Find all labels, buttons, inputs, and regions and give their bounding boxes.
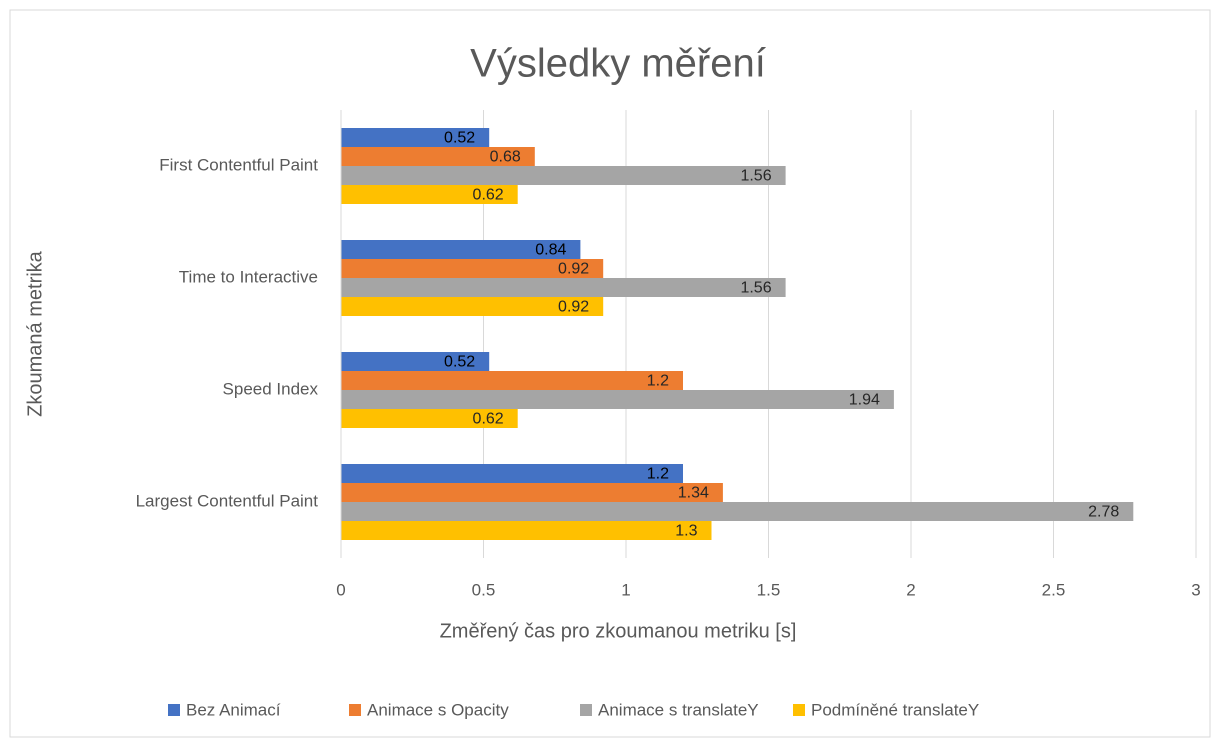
bar [341,502,1134,521]
data-label: 1.94 [849,392,880,409]
bar [341,483,723,502]
y-tick-label: Speed Index [223,379,319,398]
legend-swatch [349,704,361,716]
x-tick-label: 1.5 [757,580,781,599]
x-tick-label: 2.5 [1042,580,1066,599]
legend-label: Podmíněné translateY [811,700,979,719]
bar [341,278,786,297]
bar [341,409,518,428]
data-label: 1.3 [675,523,697,540]
data-label: 1.56 [740,280,771,297]
legend-label: Bez Animací [186,700,281,719]
data-label: 0.62 [473,411,504,428]
bar [341,297,604,316]
data-label: 1.2 [647,373,669,390]
legend-swatch [168,704,180,716]
data-label: 0.52 [444,130,475,147]
bar [341,147,535,166]
x-tick-label: 0 [336,580,345,599]
data-label: 1.56 [740,168,771,185]
y-tick-label: Time to Interactive [179,267,318,286]
data-label: 0.52 [444,354,475,371]
x-tick-label: 0.5 [472,580,496,599]
data-label: 0.84 [535,242,566,259]
legend-swatch [580,704,592,716]
legend-label: Animace s translateY [598,700,759,719]
bar [341,371,683,390]
data-label: 0.68 [490,149,521,166]
bar [341,464,683,483]
legend-swatch [793,704,805,716]
data-label: 0.92 [558,261,589,278]
bar [341,240,581,259]
x-tick-label: 1 [621,580,630,599]
bar [341,185,518,204]
data-label: 2.78 [1088,504,1119,521]
chart-title: Výsledky měření [470,42,766,86]
legend-label: Animace s Opacity [367,700,509,719]
y-axis-label: Zkoumaná metrika [24,250,46,416]
data-label: 0.92 [558,299,589,316]
y-tick-label: Largest Contentful Paint [136,491,319,510]
y-tick-label: First Contentful Paint [159,155,318,174]
bar [341,352,490,371]
bar [341,166,786,185]
x-tick-label: 2 [906,580,915,599]
x-axis-label: Změřený čas pro zkoumanou metriku [s] [440,620,797,642]
bar [341,390,894,409]
data-label: 1.34 [678,485,709,502]
x-tick-label: 3 [1191,580,1200,599]
bar [341,521,712,540]
bar [341,128,490,147]
data-label: 1.2 [647,466,669,483]
data-label: 0.62 [473,187,504,204]
bar [341,259,604,278]
